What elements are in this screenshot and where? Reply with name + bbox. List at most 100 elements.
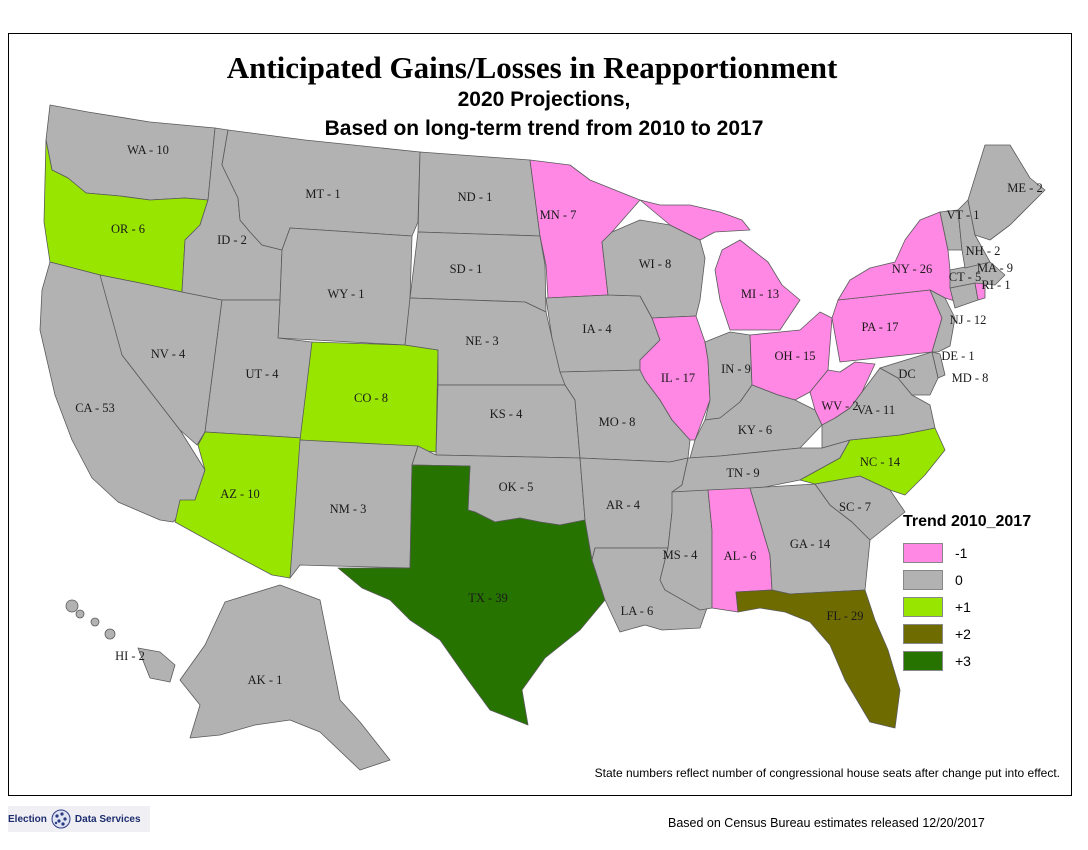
legend-item: -1 xyxy=(903,539,1063,566)
legend: Trend 2010_2017 -1 0 +1 +2 +3 xyxy=(903,513,1063,674)
state-label-nc: NC - 14 xyxy=(860,455,901,469)
state-hi-island xyxy=(65,599,79,613)
state-ny xyxy=(837,211,959,303)
state-label-ak: AK - 1 xyxy=(248,673,283,687)
state-label-tx: TX - 39 xyxy=(468,591,508,605)
state-label-fl: FL - 29 xyxy=(826,609,863,623)
state-label-nv: NV - 4 xyxy=(151,347,186,361)
state-ak xyxy=(179,584,391,771)
state-label-ma: MA - 9 xyxy=(977,261,1013,275)
state-wv xyxy=(809,361,876,426)
legend-item: +3 xyxy=(903,647,1063,674)
state-wy xyxy=(277,227,413,346)
legend-swatch xyxy=(903,596,943,617)
state-label-id: ID - 2 xyxy=(217,233,247,247)
state-label-ky: KY - 6 xyxy=(738,423,772,437)
state-label-ne: NE - 3 xyxy=(465,334,498,348)
state-tx xyxy=(337,464,606,726)
state-label-wy: WY - 1 xyxy=(327,287,364,301)
state-hi-island xyxy=(104,628,116,640)
state-label-mt: MT - 1 xyxy=(305,187,340,201)
legend-label: +2 xyxy=(955,625,971,642)
legend-label: 0 xyxy=(955,571,963,588)
map-title: Anticipated Gains/Losses in Reapportionm… xyxy=(226,50,838,85)
logo-text-left: Election xyxy=(8,813,47,825)
state-wi xyxy=(601,219,706,319)
footnote: State numbers reflect number of congress… xyxy=(594,766,1060,780)
state-labels-layer: WA - 10 OR - 6 CA - 53 NV - 4 ID - 2 MT - 1 WY… xyxy=(75,143,1043,687)
source-note: Based on Census Bureau estimates release… xyxy=(668,816,985,830)
state-label-ut: UT - 4 xyxy=(245,367,279,381)
state-label-ms: MS - 4 xyxy=(663,548,698,562)
state-ks xyxy=(435,384,581,459)
map-subtitle-line2: Based on long-term trend from 2010 to 20… xyxy=(324,117,764,140)
legend-item: +1 xyxy=(903,593,1063,620)
state-label-in: IN - 9 xyxy=(721,362,751,376)
state-label-ok: OK - 5 xyxy=(499,480,534,494)
legend-swatch xyxy=(903,542,943,563)
state-label-dc: DC xyxy=(898,367,915,381)
state-co xyxy=(299,341,439,453)
state-label-ga: GA - 14 xyxy=(790,537,831,551)
state-me xyxy=(967,144,1046,241)
state-md xyxy=(879,351,939,396)
state-label-mo: MO - 8 xyxy=(599,415,636,429)
globe-dots-icon xyxy=(51,809,71,829)
legend-label: -1 xyxy=(955,544,968,561)
state-label-al: AL - 6 xyxy=(724,549,757,563)
state-label-de: DE - 1 xyxy=(941,349,974,363)
logo-text-right: Data Services xyxy=(74,813,141,825)
state-label-wi: WI - 8 xyxy=(639,257,672,271)
legend-item: 0 xyxy=(903,566,1063,593)
state-label-mi: MI - 13 xyxy=(741,287,779,301)
state-label-nh: NH - 2 xyxy=(966,244,1001,258)
state-label-ca: CA - 53 xyxy=(75,401,115,415)
state-label-nj: NJ - 12 xyxy=(950,313,987,327)
state-hi-island xyxy=(75,609,85,619)
legend-label: +1 xyxy=(955,598,971,615)
state-label-nm: NM - 3 xyxy=(330,502,367,516)
state-label-az: AZ - 10 xyxy=(220,487,260,501)
map-subtitle-line1: 2020 Projections, xyxy=(457,88,631,111)
state-label-nd: ND - 1 xyxy=(458,190,493,204)
state-label-pa: PA - 17 xyxy=(861,320,898,334)
state-label-oh: OH - 15 xyxy=(775,349,816,363)
state-mi xyxy=(639,199,751,241)
state-label-vt: VT - 1 xyxy=(946,208,979,222)
state-label-wa: WA - 10 xyxy=(127,143,169,157)
state-label-sd: SD - 1 xyxy=(450,262,483,276)
state-label-hi: HI - 2 xyxy=(115,649,145,663)
states-layer xyxy=(39,104,1046,771)
state-label-me: ME - 2 xyxy=(1007,181,1042,195)
legend-swatch xyxy=(903,569,943,590)
state-nj xyxy=(929,289,956,353)
state-label-ny: NY - 26 xyxy=(892,262,933,276)
state-label-wv: WV - 2 xyxy=(821,399,858,413)
state-label-or: OR - 6 xyxy=(111,222,145,236)
state-label-la: LA - 6 xyxy=(621,604,654,618)
legend-swatch xyxy=(903,623,943,644)
state-label-il: IL - 17 xyxy=(661,371,695,385)
state-label-va: VA - 11 xyxy=(857,403,895,417)
state-label-tn: TN - 9 xyxy=(726,466,759,480)
legend-label: +3 xyxy=(955,652,971,669)
state-nc xyxy=(799,427,946,496)
state-label-ri: RI - 1 xyxy=(981,278,1010,292)
legend-item: +2 xyxy=(903,620,1063,647)
state-hi xyxy=(137,647,176,683)
legend-swatch xyxy=(903,650,943,671)
state-label-sc: SC - 7 xyxy=(839,500,871,514)
state-mi xyxy=(714,239,801,331)
state-label-ia: IA - 4 xyxy=(582,322,612,336)
state-label-ks: KS - 4 xyxy=(490,407,523,421)
election-data-services-logo: Election Data Services xyxy=(8,806,150,832)
state-label-mn: MN - 7 xyxy=(540,208,577,222)
state-label-ct: CT - 5 xyxy=(949,270,981,284)
legend-title: Trend 2010_2017 xyxy=(903,513,1032,530)
state-label-co: CO - 8 xyxy=(354,391,388,405)
state-fl xyxy=(735,589,901,729)
state-label-md: MD - 8 xyxy=(952,371,989,385)
state-label-ar: AR - 4 xyxy=(606,498,641,512)
state-hi-island xyxy=(90,617,100,627)
